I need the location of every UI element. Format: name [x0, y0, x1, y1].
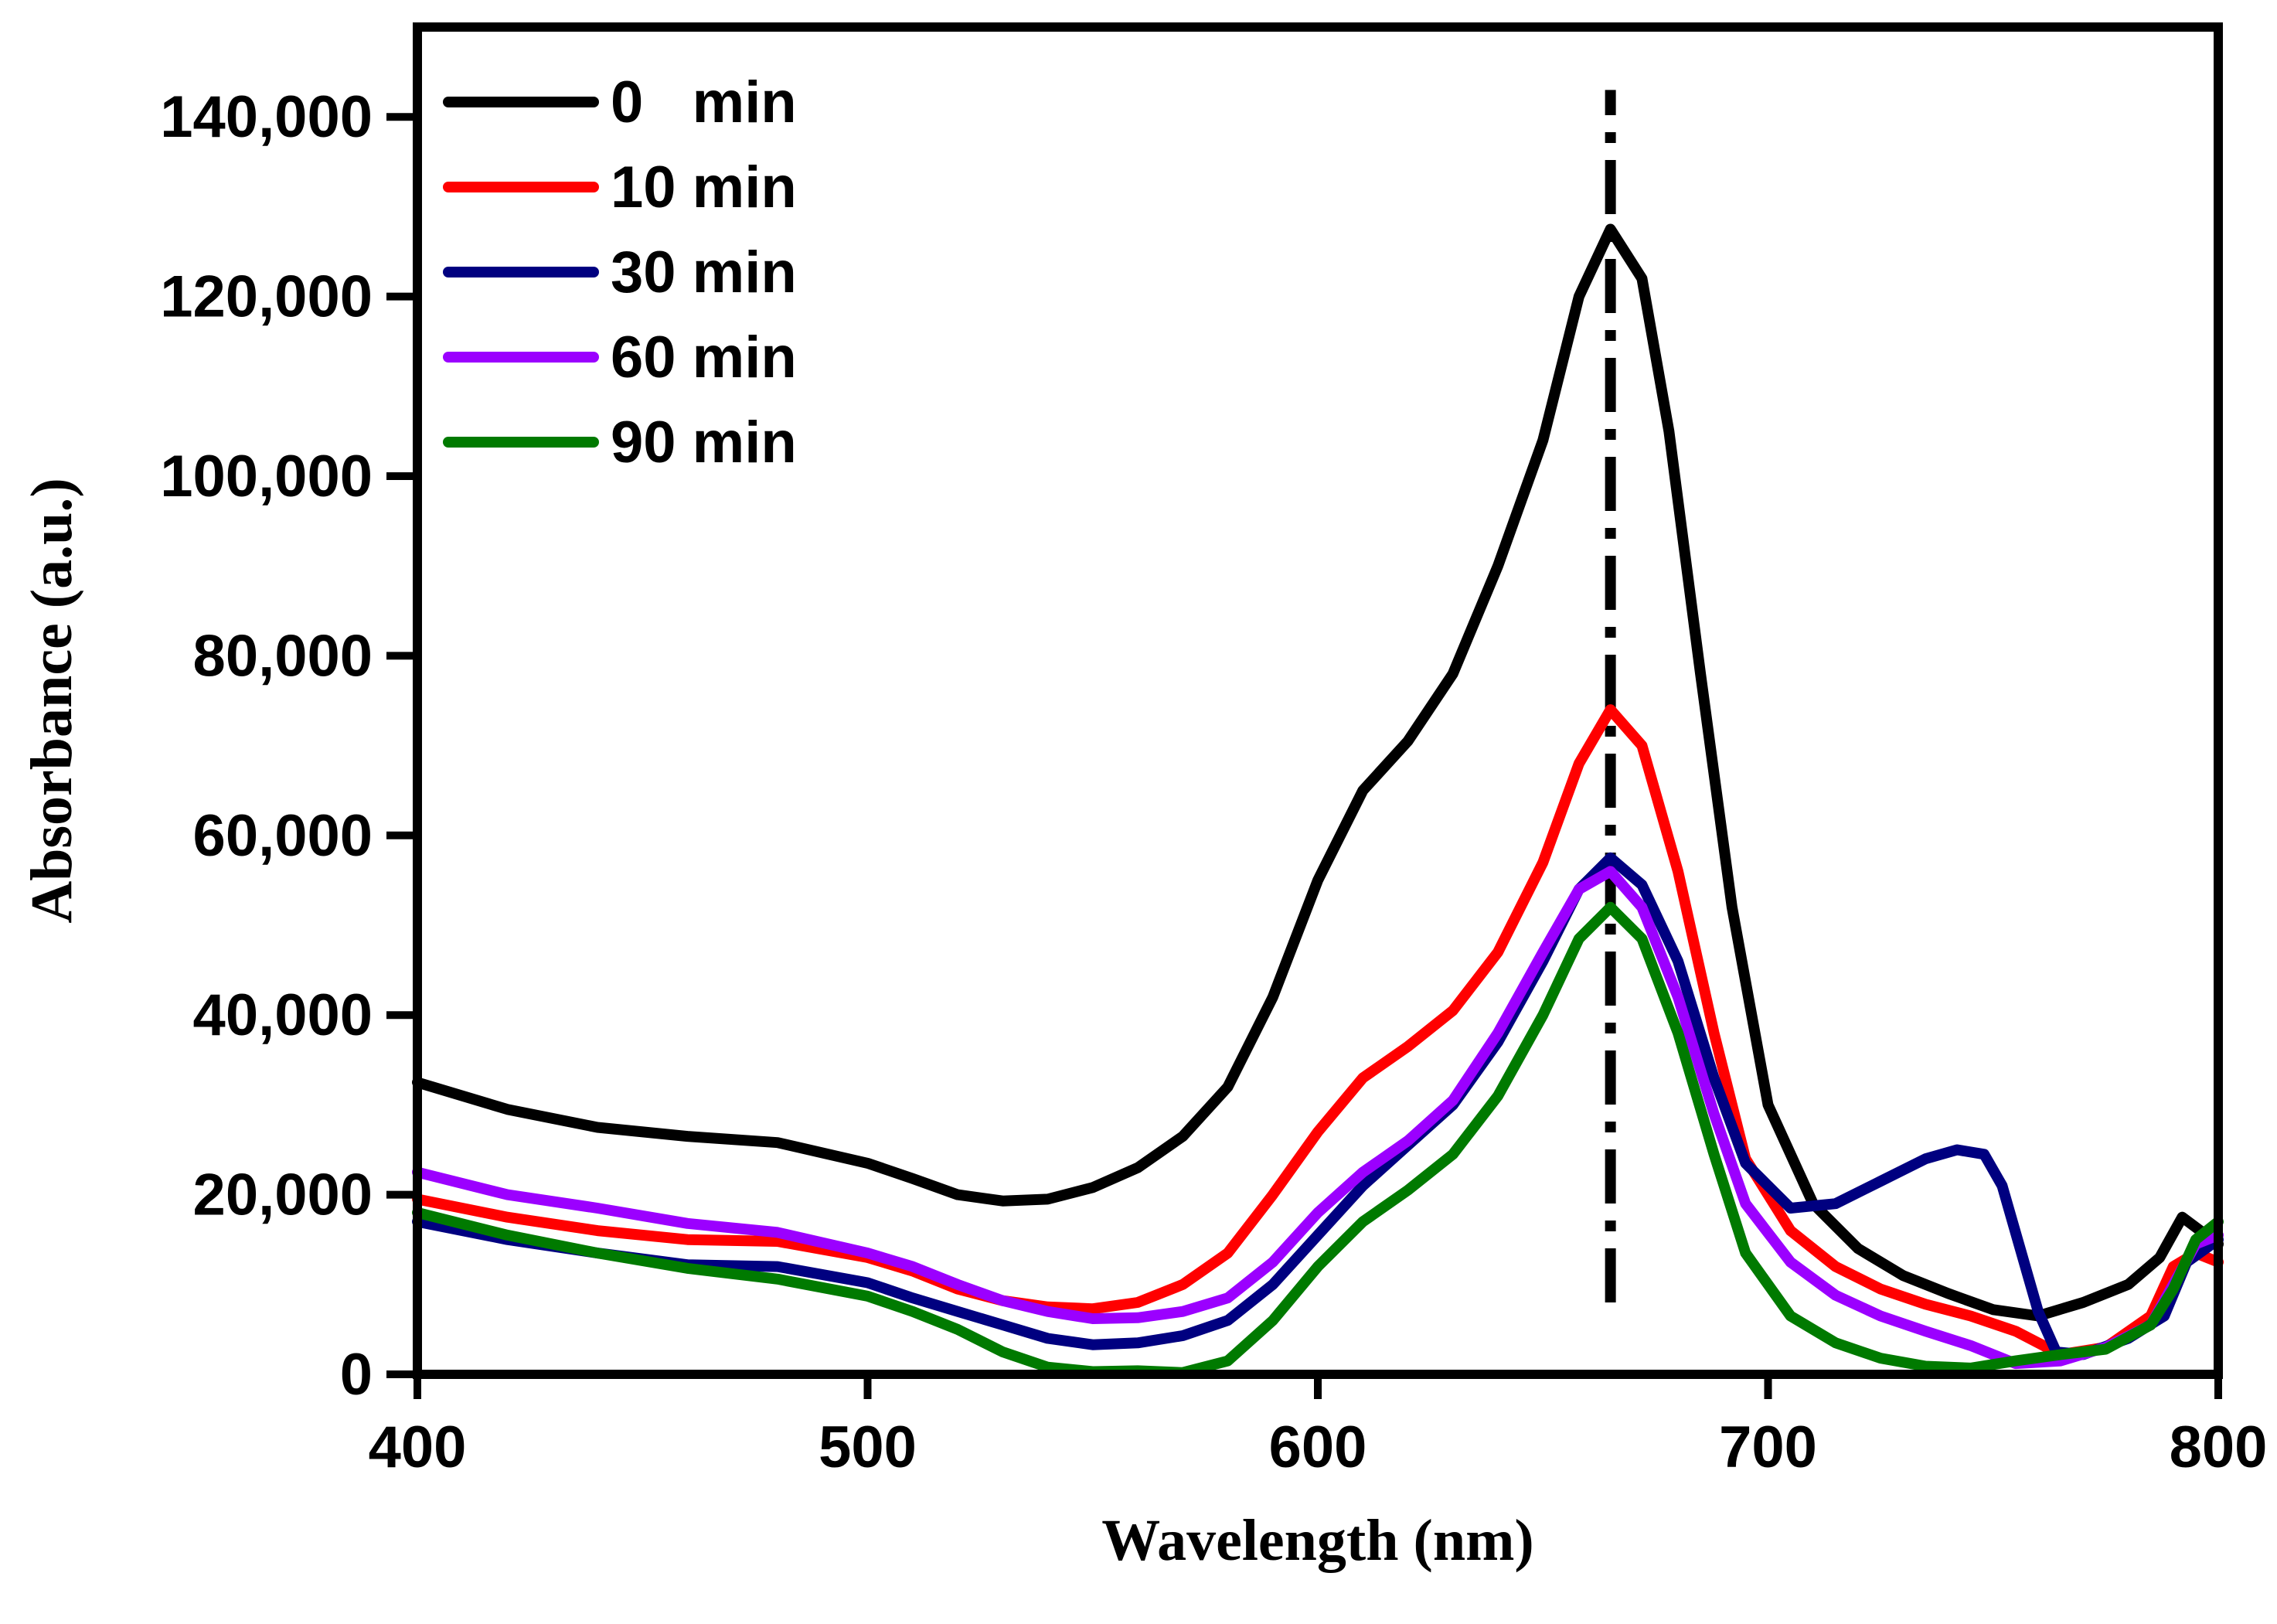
axes-layer: [413, 22, 2223, 1379]
series-line-0: [412, 223, 2224, 1322]
x-tick-label: 500: [819, 1415, 917, 1480]
series-line-3: [412, 866, 2224, 1370]
series-line-2: [412, 852, 2224, 1360]
y-tick-label: 60,000: [193, 803, 373, 869]
legend: 0 min 10 min 30 min 60 min 90 min: [443, 70, 797, 475]
legend-label-2: 30 min: [611, 240, 797, 305]
x-axis-title: Wavelength (nm): [1101, 1508, 1533, 1573]
x-tick-label: 400: [369, 1415, 467, 1480]
series-line-4: [412, 901, 2224, 1378]
plot-frame: [413, 22, 2223, 1379]
legend-label-3: 60 min: [611, 325, 797, 390]
y-tick-label: 20,000: [193, 1163, 373, 1228]
y-tick-label: 80,000: [193, 623, 373, 689]
legend-label-4: 90 min: [611, 410, 797, 475]
x-tick-label: 600: [1269, 1415, 1367, 1480]
series-layer: [412, 223, 2224, 1378]
legend-label-0: 0 min: [611, 70, 797, 135]
x-tick-label: 700: [1719, 1415, 1817, 1480]
y-tick-label: 0: [340, 1342, 373, 1408]
y-tick-label: 40,000: [193, 982, 373, 1048]
y-tick-label: 100,000: [160, 444, 373, 509]
x-tick-label: 800: [2170, 1415, 2268, 1480]
y-axis-title: Absorbance (a.u.): [19, 478, 84, 923]
y-tick-label: 120,000: [160, 264, 373, 330]
legend-label-1: 10 min: [611, 155, 797, 220]
y-tick-label: 140,000: [160, 84, 373, 150]
series-line-1: [412, 704, 2224, 1360]
ticks-layer: 400 500 600 700 800 0 20,000 40,000 60,000 80,000…: [160, 84, 2267, 1480]
